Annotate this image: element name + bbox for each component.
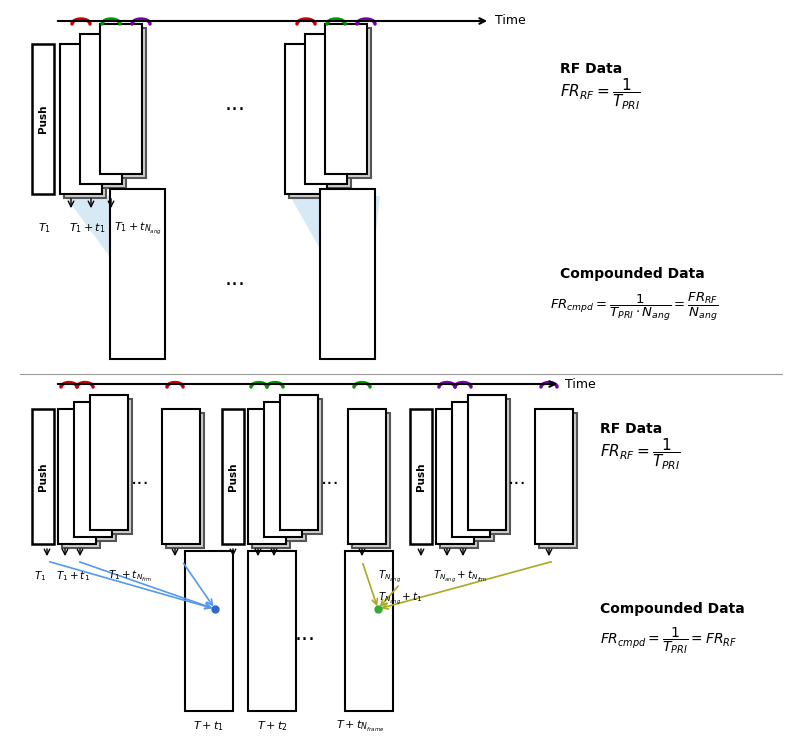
Bar <box>456 406 494 541</box>
Text: $FR_{cmpd} = \dfrac{1}{T_{PRI} \cdot N_{ang}} = \dfrac{FR_{RF}}{N_{ang}}$: $FR_{cmpd} = \dfrac{1}{T_{PRI} \cdot N_{… <box>550 291 719 323</box>
Bar <box>268 406 306 541</box>
Text: $T_1 + t_{N_{ang}}$: $T_1 + t_{N_{ang}}$ <box>114 221 162 237</box>
Bar <box>264 402 302 537</box>
Bar <box>289 48 331 198</box>
Bar <box>305 34 347 184</box>
Text: Push: Push <box>416 463 426 491</box>
Bar <box>62 413 100 548</box>
Text: ...: ... <box>508 469 526 488</box>
Polygon shape <box>65 196 160 284</box>
Text: ...: ... <box>294 624 315 644</box>
Text: Push: Push <box>38 105 48 133</box>
Text: ...: ... <box>321 469 339 488</box>
Text: RF Data: RF Data <box>560 62 622 76</box>
Bar <box>94 399 132 534</box>
Bar <box>78 406 116 541</box>
Bar <box>535 409 573 544</box>
Bar <box>185 551 233 711</box>
Bar <box>84 38 126 188</box>
Bar <box>248 551 296 711</box>
Text: Time: Time <box>565 378 596 390</box>
Bar <box>90 395 128 530</box>
Text: $T + t_1$: $T + t_1$ <box>193 719 225 733</box>
Bar <box>436 409 474 544</box>
Text: Push: Push <box>228 463 238 491</box>
Bar <box>32 409 54 544</box>
Text: ...: ... <box>225 94 245 114</box>
Text: $FR_{cmpd} = \dfrac{1}{T_{PRI}} = FR_{RF}$: $FR_{cmpd} = \dfrac{1}{T_{PRI}} = FR_{RF… <box>600 626 737 656</box>
Polygon shape <box>290 196 380 284</box>
Bar <box>539 413 577 548</box>
Bar <box>248 409 286 544</box>
Text: $T + t_2$: $T + t_2$ <box>257 719 287 733</box>
Bar <box>280 395 318 530</box>
Bar <box>468 395 506 530</box>
Text: ...: ... <box>225 269 245 289</box>
Text: $T_{N_{ang}} + t_{N_{frm}}$: $T_{N_{ang}} + t_{N_{frm}}$ <box>433 569 488 585</box>
Bar <box>320 189 375 359</box>
Bar <box>345 551 393 711</box>
Text: RF Data: RF Data <box>600 422 662 436</box>
Text: $T_1 + t_1$: $T_1 + t_1$ <box>69 221 105 235</box>
Bar <box>452 402 490 537</box>
Text: $T_{N_{ang}}$: $T_{N_{ang}}$ <box>379 569 402 585</box>
Bar <box>74 402 112 537</box>
Text: $T_1$: $T_1$ <box>38 221 51 235</box>
Bar <box>32 44 54 194</box>
Text: $T_1 + t_{N_{frm}}$: $T_1 + t_{N_{frm}}$ <box>108 569 152 584</box>
Bar <box>329 28 371 178</box>
Text: $T_{N_{ang}} + t_1$: $T_{N_{ang}} + t_1$ <box>378 591 423 607</box>
Bar <box>348 409 386 544</box>
Text: $T_1$: $T_1$ <box>34 569 47 583</box>
Text: $FR_{RF} = \dfrac{1}{T_{PRI}}$: $FR_{RF} = \dfrac{1}{T_{PRI}}$ <box>560 76 641 112</box>
Bar <box>284 399 322 534</box>
Bar <box>60 44 102 194</box>
Text: $T + t_{N_{frame}}$: $T + t_{N_{frame}}$ <box>336 719 384 734</box>
Bar <box>104 28 146 178</box>
Bar <box>110 189 165 359</box>
Bar <box>162 409 200 544</box>
Bar <box>80 34 122 184</box>
Bar <box>58 409 96 544</box>
Bar <box>166 413 204 548</box>
Bar <box>64 48 106 198</box>
Text: $T_1 + t_1$: $T_1 + t_1$ <box>56 569 90 583</box>
Bar <box>472 399 510 534</box>
Bar <box>285 44 327 194</box>
Bar <box>325 24 367 174</box>
Bar <box>252 413 290 548</box>
Bar <box>410 409 432 544</box>
Bar <box>440 413 478 548</box>
Text: Compounded Data: Compounded Data <box>560 267 705 281</box>
Bar <box>100 24 142 174</box>
Bar <box>309 38 351 188</box>
Text: Time: Time <box>495 15 526 27</box>
Text: $FR_{RF} = \dfrac{1}{T_{PRI}}$: $FR_{RF} = \dfrac{1}{T_{PRI}}$ <box>600 436 681 471</box>
Text: Push: Push <box>38 463 48 491</box>
Text: ...: ... <box>131 469 149 488</box>
Bar <box>352 413 390 548</box>
Text: Compounded Data: Compounded Data <box>600 602 745 616</box>
Bar <box>222 409 244 544</box>
